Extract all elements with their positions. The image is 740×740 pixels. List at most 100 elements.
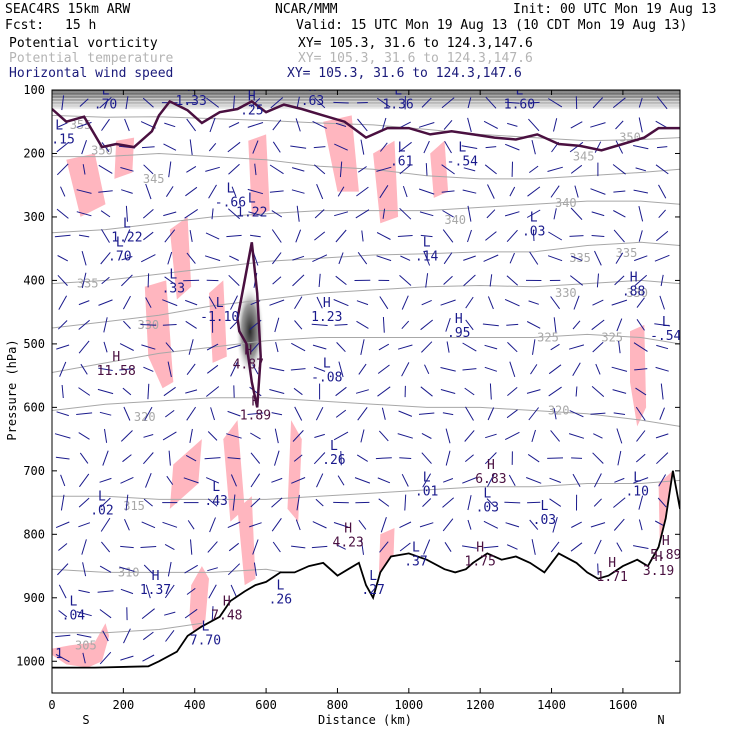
- wind-vector: [335, 229, 347, 243]
- wind-vector: [274, 450, 280, 466]
- wind-vector: [419, 211, 434, 217]
- hl-letter: H: [152, 569, 160, 584]
- wind-vector: [592, 452, 604, 464]
- wind-vector: [549, 498, 562, 507]
- wind-vector: [484, 452, 497, 465]
- wind-vector: [269, 299, 285, 306]
- shading-region: [209, 280, 227, 363]
- hl-value: .01: [415, 485, 438, 500]
- pv-contour: [236, 242, 262, 408]
- wind-vector: [616, 542, 623, 552]
- wind-vector: [638, 519, 643, 531]
- hl-value: 1.23: [311, 310, 342, 325]
- wind-vector: [272, 541, 281, 553]
- wind-vector: [334, 324, 348, 326]
- hl-value: 1.71: [597, 570, 628, 585]
- wind-vector: [231, 186, 237, 197]
- wind-vector: [189, 428, 193, 443]
- wind-vector: [527, 453, 540, 463]
- wind-vector: [56, 344, 70, 350]
- hl-label-L: L-.54: [650, 315, 680, 344]
- wind-vector: [399, 521, 412, 529]
- wind-vector: [295, 229, 302, 243]
- hl-value: 1.22: [236, 205, 267, 220]
- wind-vector: [613, 518, 625, 531]
- hl-value: 1.37: [140, 583, 171, 598]
- wind-vector: [633, 189, 648, 194]
- wind-vector: [398, 141, 412, 153]
- wind-vector: [54, 234, 71, 238]
- wind-vector: [186, 406, 197, 421]
- wind-vector: [616, 318, 623, 332]
- wind-vector: [78, 589, 90, 594]
- wind-vector: [205, 232, 220, 240]
- wind-vector: [230, 474, 237, 487]
- wind-vector: [425, 273, 429, 288]
- hl-label-L: L.27: [361, 569, 384, 598]
- wind-vector: [656, 230, 669, 242]
- wind-vector: [247, 122, 264, 128]
- theta-label: 340: [555, 196, 577, 210]
- wind-vector: [311, 323, 328, 326]
- wind-vector: [422, 473, 432, 488]
- wind-vector: [552, 516, 558, 533]
- wind-vector: [230, 295, 238, 310]
- wind-vector: [532, 339, 536, 355]
- wind-vector: [207, 431, 218, 441]
- wind-vector: [441, 164, 455, 175]
- hl-label-L: L1.22: [111, 217, 142, 246]
- header-fcst-label: Fcst:: [5, 18, 45, 33]
- wind-vector: [211, 606, 214, 622]
- wind-vector: [269, 367, 285, 372]
- wind-vector: [78, 432, 90, 440]
- hl-label-H: H1.23: [311, 296, 342, 325]
- wind-vector: [421, 452, 432, 464]
- hl-label-L: L.43: [204, 480, 227, 509]
- theta-label: 330: [555, 286, 577, 300]
- wind-vector: [78, 300, 90, 306]
- hl-value: .03: [533, 513, 556, 528]
- wind-vector: [78, 522, 91, 528]
- wind-vector: [125, 494, 129, 511]
- wind-vector: [380, 142, 388, 152]
- x-end-label-s: S: [82, 713, 89, 727]
- wind-vector: [314, 209, 325, 219]
- shading-region: [114, 137, 135, 179]
- wind-vector: [463, 167, 476, 172]
- y-tick-label: 800: [23, 527, 45, 541]
- shading-region: [189, 566, 209, 636]
- wind-vector: [483, 545, 499, 549]
- wind-vector: [506, 323, 519, 326]
- wind-vector: [143, 231, 154, 241]
- y-tick-label: 100: [23, 83, 45, 97]
- shading-region: [66, 153, 106, 217]
- wind-vector: [378, 343, 390, 351]
- theta-contour-345: [52, 152, 680, 180]
- wind-vector: [100, 517, 111, 532]
- wind-vector: [186, 252, 196, 264]
- wind-vector: [445, 317, 451, 332]
- wind-vector: [185, 320, 197, 329]
- x-tick-label: 0: [48, 698, 55, 712]
- wind-vector: [121, 189, 133, 194]
- jet-shading: [52, 90, 680, 110]
- wind-vector: [485, 146, 497, 149]
- wind-vector: [418, 188, 435, 195]
- wind-vector: [461, 145, 478, 149]
- hl-value: -.66: [215, 196, 246, 211]
- wind-vector: [592, 299, 604, 306]
- header-valid: Valid: 15 UTC Mon 19 Aug 13 (10 CDT Mon …: [296, 18, 688, 33]
- wind-vector: [164, 543, 175, 551]
- wind-vector: [142, 97, 154, 108]
- wind-vector: [227, 410, 241, 417]
- wind-vector: [635, 387, 647, 396]
- wind-vector: [443, 478, 454, 483]
- shading-region: [169, 216, 192, 300]
- wind-vector: [571, 521, 582, 528]
- wind-vector: [360, 539, 364, 555]
- wind-vector: [338, 252, 344, 265]
- wind-vector: [123, 406, 131, 421]
- hl-letter: L: [423, 236, 431, 251]
- wind-vector: [335, 275, 347, 285]
- wind-vector: [124, 518, 130, 531]
